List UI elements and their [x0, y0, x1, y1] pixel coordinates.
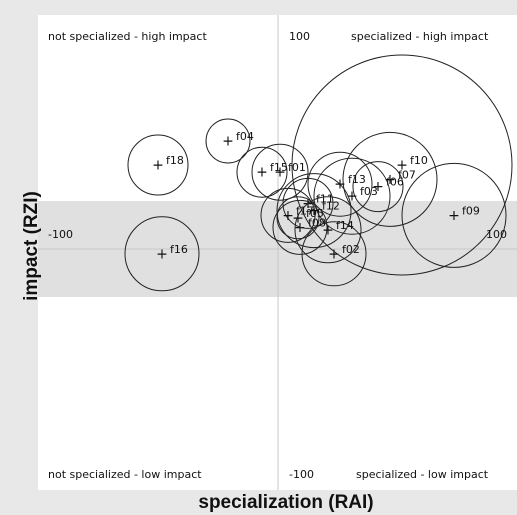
bubble-marks: + f01+ f02+ f03+ f04+ f05+ f06+ f07+ f08 + f09+ f10…	[124, 54, 513, 292]
bubble-f14	[294, 196, 362, 264]
point-label-f07: f07	[398, 168, 416, 181]
bubble-f05	[276, 196, 320, 240]
point-label-f16: f16	[170, 243, 188, 256]
point-marker-f18: +	[152, 158, 164, 174]
point-marker-f06: +	[372, 179, 384, 195]
bubble-f08	[272, 199, 328, 255]
point-marker-f09: +	[448, 208, 460, 224]
y-axis-title: impact (RZI)	[21, 191, 42, 301]
bubble-f07	[342, 131, 438, 227]
point-marker-f14: +	[322, 222, 334, 238]
point-label-f01: f01	[288, 161, 306, 174]
x-axis-title: specialization (RAI)	[198, 492, 373, 513]
point-label-f13: f13	[348, 173, 366, 186]
point-label-f06: f06	[386, 176, 404, 189]
point-label-f10: f10	[410, 154, 428, 167]
bubble-f04	[205, 118, 251, 164]
point-label-f12: f12	[322, 200, 340, 213]
bubble-f10	[291, 54, 513, 276]
point-label-f03: f03	[360, 185, 378, 198]
bubble-f17	[260, 187, 316, 243]
point-marker-f03: +	[346, 189, 358, 205]
quadrant-label-bottom-right: specialized - low impact	[356, 468, 489, 481]
point-label-f04: f04	[236, 130, 254, 143]
point-label-f02: f02	[342, 243, 360, 256]
point-marker-f07: +	[384, 172, 396, 188]
bubble-f15	[236, 146, 288, 198]
x-axis-min-label: -100	[48, 228, 73, 241]
bubble-f06	[352, 161, 404, 213]
bubble-f02	[301, 221, 367, 287]
bubble-f01	[251, 143, 309, 201]
bubble-f16	[124, 216, 200, 292]
x-axis-max-label: 100	[486, 228, 507, 241]
point-label-f09: f09	[462, 204, 480, 217]
point-marker-f04: +	[222, 134, 234, 150]
point-marker-f16: +	[156, 246, 168, 262]
point-marker-f12: +	[308, 203, 320, 219]
quadrant-label-top-right: specialized - high impact	[351, 30, 489, 43]
point-marker-f05: +	[292, 210, 304, 226]
point-label-f18: f18	[166, 154, 184, 167]
point-marker-f15: +	[256, 165, 268, 181]
point-label-f15: f15	[270, 161, 288, 174]
quadrant-label-top-left: not specialized - high impact	[48, 30, 207, 43]
bubble-f12	[276, 173, 352, 249]
point-marker-f17: +	[282, 208, 294, 224]
point-marker-f13: +	[334, 177, 346, 193]
bubble-f11	[282, 177, 334, 229]
bubble-f09	[401, 162, 507, 268]
quadrant-label-bottom-left: not specialized - low impact	[48, 468, 202, 481]
bubble-f18	[127, 134, 189, 196]
bubble-f03	[313, 157, 391, 235]
bubble-f13	[307, 151, 373, 217]
point-marker-f01: +	[274, 165, 286, 181]
point-marker-f02: +	[328, 246, 340, 262]
point-marker-f08: +	[294, 220, 306, 236]
y-axis-max-label: 100	[289, 30, 310, 43]
y-axis-min-label: -100	[289, 468, 314, 481]
point-label-f17: f17	[296, 204, 314, 217]
point-label-f14: f14	[336, 219, 354, 232]
point-label-f11: f11	[316, 192, 334, 205]
point-marker-f10: +	[396, 158, 408, 174]
